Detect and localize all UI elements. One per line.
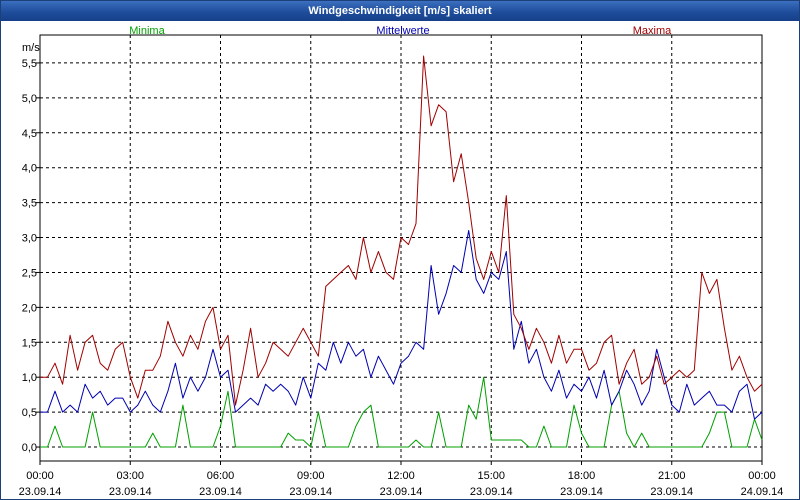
y-tick-label: 4,0 <box>22 163 37 175</box>
series-lines <box>40 55 763 448</box>
series-line-maxima <box>40 55 763 406</box>
y-tick-label: 4,5 <box>22 128 37 140</box>
legend-label-minima: Minima <box>129 25 165 37</box>
x-tick-date-label: 23.09.14 <box>380 486 423 498</box>
x-axis: 00:00 23.09.14 03:00 23.09.14 06:00 23.09.14 0… <box>19 461 784 498</box>
legend-label-maxima: Maxima <box>633 25 672 37</box>
y-tick-label: 2,0 <box>22 302 37 314</box>
x-tick-date-label: 23.09.14 <box>289 486 332 498</box>
y-tick-label: 1,0 <box>22 372 37 384</box>
x-tick-time-label: 15:00 <box>477 470 505 482</box>
x-tick-date-label: 23.09.14 <box>199 486 242 498</box>
x-tick-time-label: 00:00 <box>26 470 54 482</box>
y-tick-label: 5,5 <box>22 58 37 70</box>
grid <box>40 35 762 461</box>
y-axis-unit: m/s <box>22 42 40 54</box>
x-tick-time-label: 06:00 <box>207 470 235 482</box>
x-tick-date-label: 23.09.14 <box>109 486 152 498</box>
x-tick-time-label: 03:00 <box>116 470 144 482</box>
x-tick-date-label: 23.09.14 <box>470 486 513 498</box>
y-tick-label: 3,5 <box>22 198 37 210</box>
wind-speed-chart: 0,0 0,5 1,0 1,5 2,0 2,5 3,0 3,5 4,0 4,5 5,0 5,5 00:… <box>19 25 784 498</box>
y-tick-label: 0,5 <box>22 407 37 419</box>
x-tick-time-label: 21:00 <box>658 470 686 482</box>
y-tick-label: 3,0 <box>22 233 37 245</box>
x-tick-time-label: 18:00 <box>568 470 596 482</box>
y-axis: 0,0 0,5 1,0 1,5 2,0 2,5 3,0 3,5 4,0 4,5 5,0 5,5 <box>22 58 40 454</box>
x-tick-date-label: 24.09.14 <box>741 486 784 498</box>
y-tick-label: 2,5 <box>22 267 37 279</box>
x-tick-time-label: 12:00 <box>387 470 415 482</box>
series-line-minima <box>40 376 763 448</box>
y-tick-label: 1,5 <box>22 337 37 349</box>
x-tick-date-label: 23.09.14 <box>650 486 693 498</box>
y-tick-label: 5,0 <box>22 93 37 105</box>
y-tick-label: 0,0 <box>22 442 37 454</box>
window-title: Windgeschwindigkeit [m/s] skaliert <box>1 1 799 21</box>
x-tick-time-label: 09:00 <box>297 470 325 482</box>
series-line-mittelwerte <box>40 230 763 420</box>
x-tick-date-label: 23.09.14 <box>560 486 603 498</box>
x-tick-time-label: 00:00 <box>748 470 776 482</box>
legend: Minima Mittelwerte Maxima <box>129 25 672 37</box>
x-tick-date-label: 23.09.14 <box>19 486 62 498</box>
legend-label-mittelwerte: Mittelwerte <box>376 25 429 37</box>
